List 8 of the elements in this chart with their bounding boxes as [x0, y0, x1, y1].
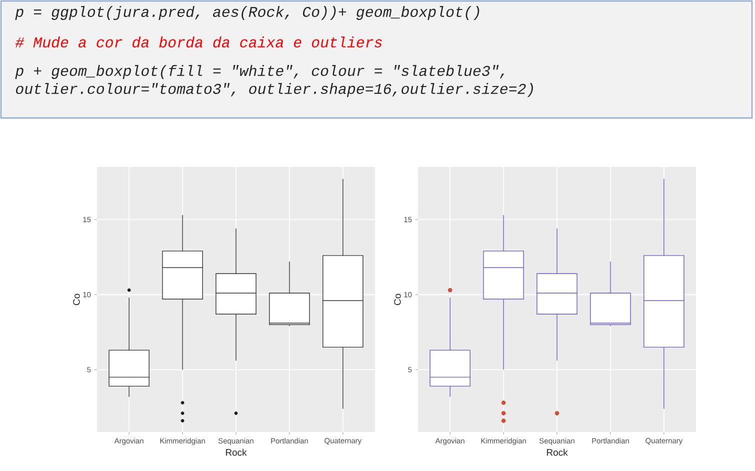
text: p = ggplot(jura.pred, aes(Rock, Co))+ geom_boxplot() — [15, 6, 480, 20]
text: outlier.colour="tomato3", outlier.shape=16,outlier.size=2) — [16, 83, 533, 97]
text: p + geom_boxplot(fill = "white", colour = "slateblue3", — [15, 65, 504, 79]
y-axis-title: Co — [394, 294, 401, 306]
x-axis-title: Rock — [547, 448, 568, 456]
y-axis-title: Co — [73, 294, 80, 306]
text: # Mude a cor da borda da caixa e outliers — [15, 36, 382, 48]
x-axis-title: Rock — [226, 448, 247, 456]
